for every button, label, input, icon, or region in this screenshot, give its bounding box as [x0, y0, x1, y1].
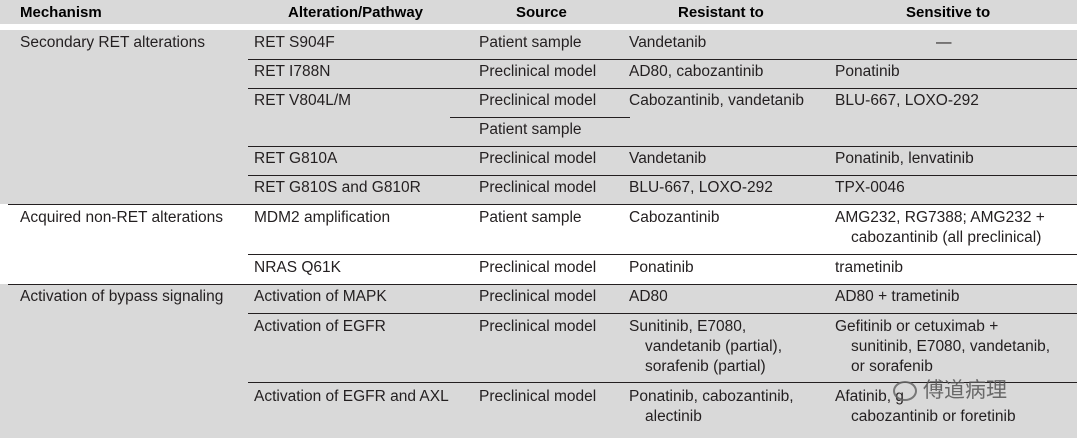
sensitive-cell: BLU-667, LOXO-292 [835, 92, 979, 109]
header-resistant: Resistant to [678, 4, 764, 21]
alteration-cell: Activation of EGFR [254, 318, 386, 335]
source-cell: Preclinical model [479, 388, 597, 405]
alteration-cell: NRAS Q61K [254, 259, 342, 276]
row-divider [450, 117, 630, 118]
sensitive-cell: Afatinib, g [835, 388, 904, 405]
row-divider [248, 88, 1077, 89]
mechanism-label: Activation of bypass signaling [20, 288, 224, 305]
sensitive-cell: Ponatinib, lenvatinib [835, 150, 974, 167]
table-header-row [0, 0, 1077, 24]
watermark-text: 傅道病理 [923, 379, 1007, 402]
header-source: Source [516, 4, 567, 21]
source-cell: Preclinical model [479, 63, 597, 80]
sensitive-cell: TPX-0046 [835, 179, 905, 196]
row-divider [248, 59, 1077, 60]
sensitive-cell-continuation: cabozantinib (all preclinical) [851, 229, 1042, 246]
sensitive-cell: Ponatinib [835, 63, 900, 80]
sensitive-cell: AD80 + trametinib [835, 288, 960, 305]
row-divider [248, 146, 1077, 147]
sensitive-cell-continuation: sunitinib, E7080, vandetanib, [851, 338, 1051, 355]
source-cell: Preclinical model [479, 318, 597, 335]
header-sensitive: Sensitive to [906, 4, 991, 21]
sensitive-cell-continuation: or sorafenib [851, 358, 933, 375]
resistant-cell: BLU-667, LOXO-292 [629, 179, 773, 196]
resistant-cell: AD80, cabozantinib [629, 63, 764, 80]
source-cell: Preclinical model [479, 150, 597, 167]
source-cell: Patient sample [479, 34, 582, 51]
row-divider [248, 175, 1077, 176]
alteration-cell: RET G810A [254, 150, 338, 167]
sensitive-cell: Gefitinib or cetuximab + [835, 318, 999, 335]
row-divider [248, 313, 1077, 314]
source-cell: Preclinical model [479, 179, 597, 196]
resistant-cell: Vandetanib [629, 34, 707, 51]
sensitive-cell: trametinib [835, 259, 904, 276]
wechat-icon [893, 381, 917, 402]
alteration-cell: RET S904F [254, 34, 335, 51]
alteration-cell: RET G810S and G810R [254, 179, 421, 196]
mechanism-label: Acquired non-RET alterations [20, 209, 224, 226]
header-alteration: Alteration/Pathway [288, 4, 424, 21]
resistant-cell-continuation: vandetanib (partial), [645, 338, 782, 355]
alteration-cell: Activation of MAPK [254, 288, 387, 305]
sensitive-cell: AMG232, RG7388; AMG232 + [835, 209, 1045, 226]
alteration-cell: Activation of EGFR and AXL [254, 388, 449, 405]
resistant-cell: Cabozantinib [629, 209, 720, 226]
resistant-cell: AD80 [629, 288, 668, 305]
alteration-cell: RET V804L/M [254, 92, 352, 109]
row-divider [248, 254, 1077, 255]
watermark: 傅道病理 [893, 374, 1007, 404]
header-mechanism: Mechanism [20, 4, 102, 21]
group-band-bypass-signaling [0, 284, 1077, 438]
resistant-cell: Cabozantinib, vandetanib [629, 92, 804, 109]
resistant-cell-continuation: alectinib [645, 408, 702, 425]
resistant-cell: Sunitinib, E7080, [629, 318, 747, 335]
group-divider [8, 284, 1077, 285]
sensitive-cell-continuation: cabozantinib or foretinib [851, 408, 1016, 425]
source-cell: Preclinical model [479, 92, 597, 109]
source-cell: Preclinical model [479, 259, 597, 276]
resistant-cell: Vandetanib [629, 150, 707, 167]
source-cell: Patient sample [479, 121, 582, 138]
mechanism-label: Secondary RET alterations [20, 34, 205, 51]
row-divider [248, 382, 1077, 383]
alteration-cell: RET I788N [254, 63, 331, 80]
alteration-cell: MDM2 amplification [254, 209, 391, 226]
sensitive-cell: — [936, 34, 952, 51]
source-cell: Patient sample [479, 209, 582, 226]
source-cell: Preclinical model [479, 288, 597, 305]
resistant-cell: Ponatinib, cabozantinib, [629, 388, 794, 405]
resistant-cell-continuation: sorafenib (partial) [645, 358, 766, 375]
group-divider [8, 204, 1077, 205]
resistant-cell: Ponatinib [629, 259, 694, 276]
